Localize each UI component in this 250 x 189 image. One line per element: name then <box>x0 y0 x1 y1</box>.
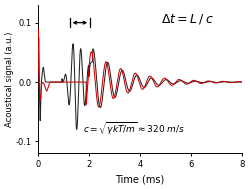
Text: $\Delta t = L\,/\,c$: $\Delta t = L\,/\,c$ <box>160 12 213 26</box>
X-axis label: Time (ms): Time (ms) <box>116 174 165 184</box>
Y-axis label: Acoustical signal (a.u.): Acoustical signal (a.u.) <box>5 31 14 127</box>
Text: $c = \sqrt{\gamma kT/m} \approx 320\ m/s$: $c = \sqrt{\gamma kT/m} \approx 320\ m/s… <box>83 121 185 137</box>
